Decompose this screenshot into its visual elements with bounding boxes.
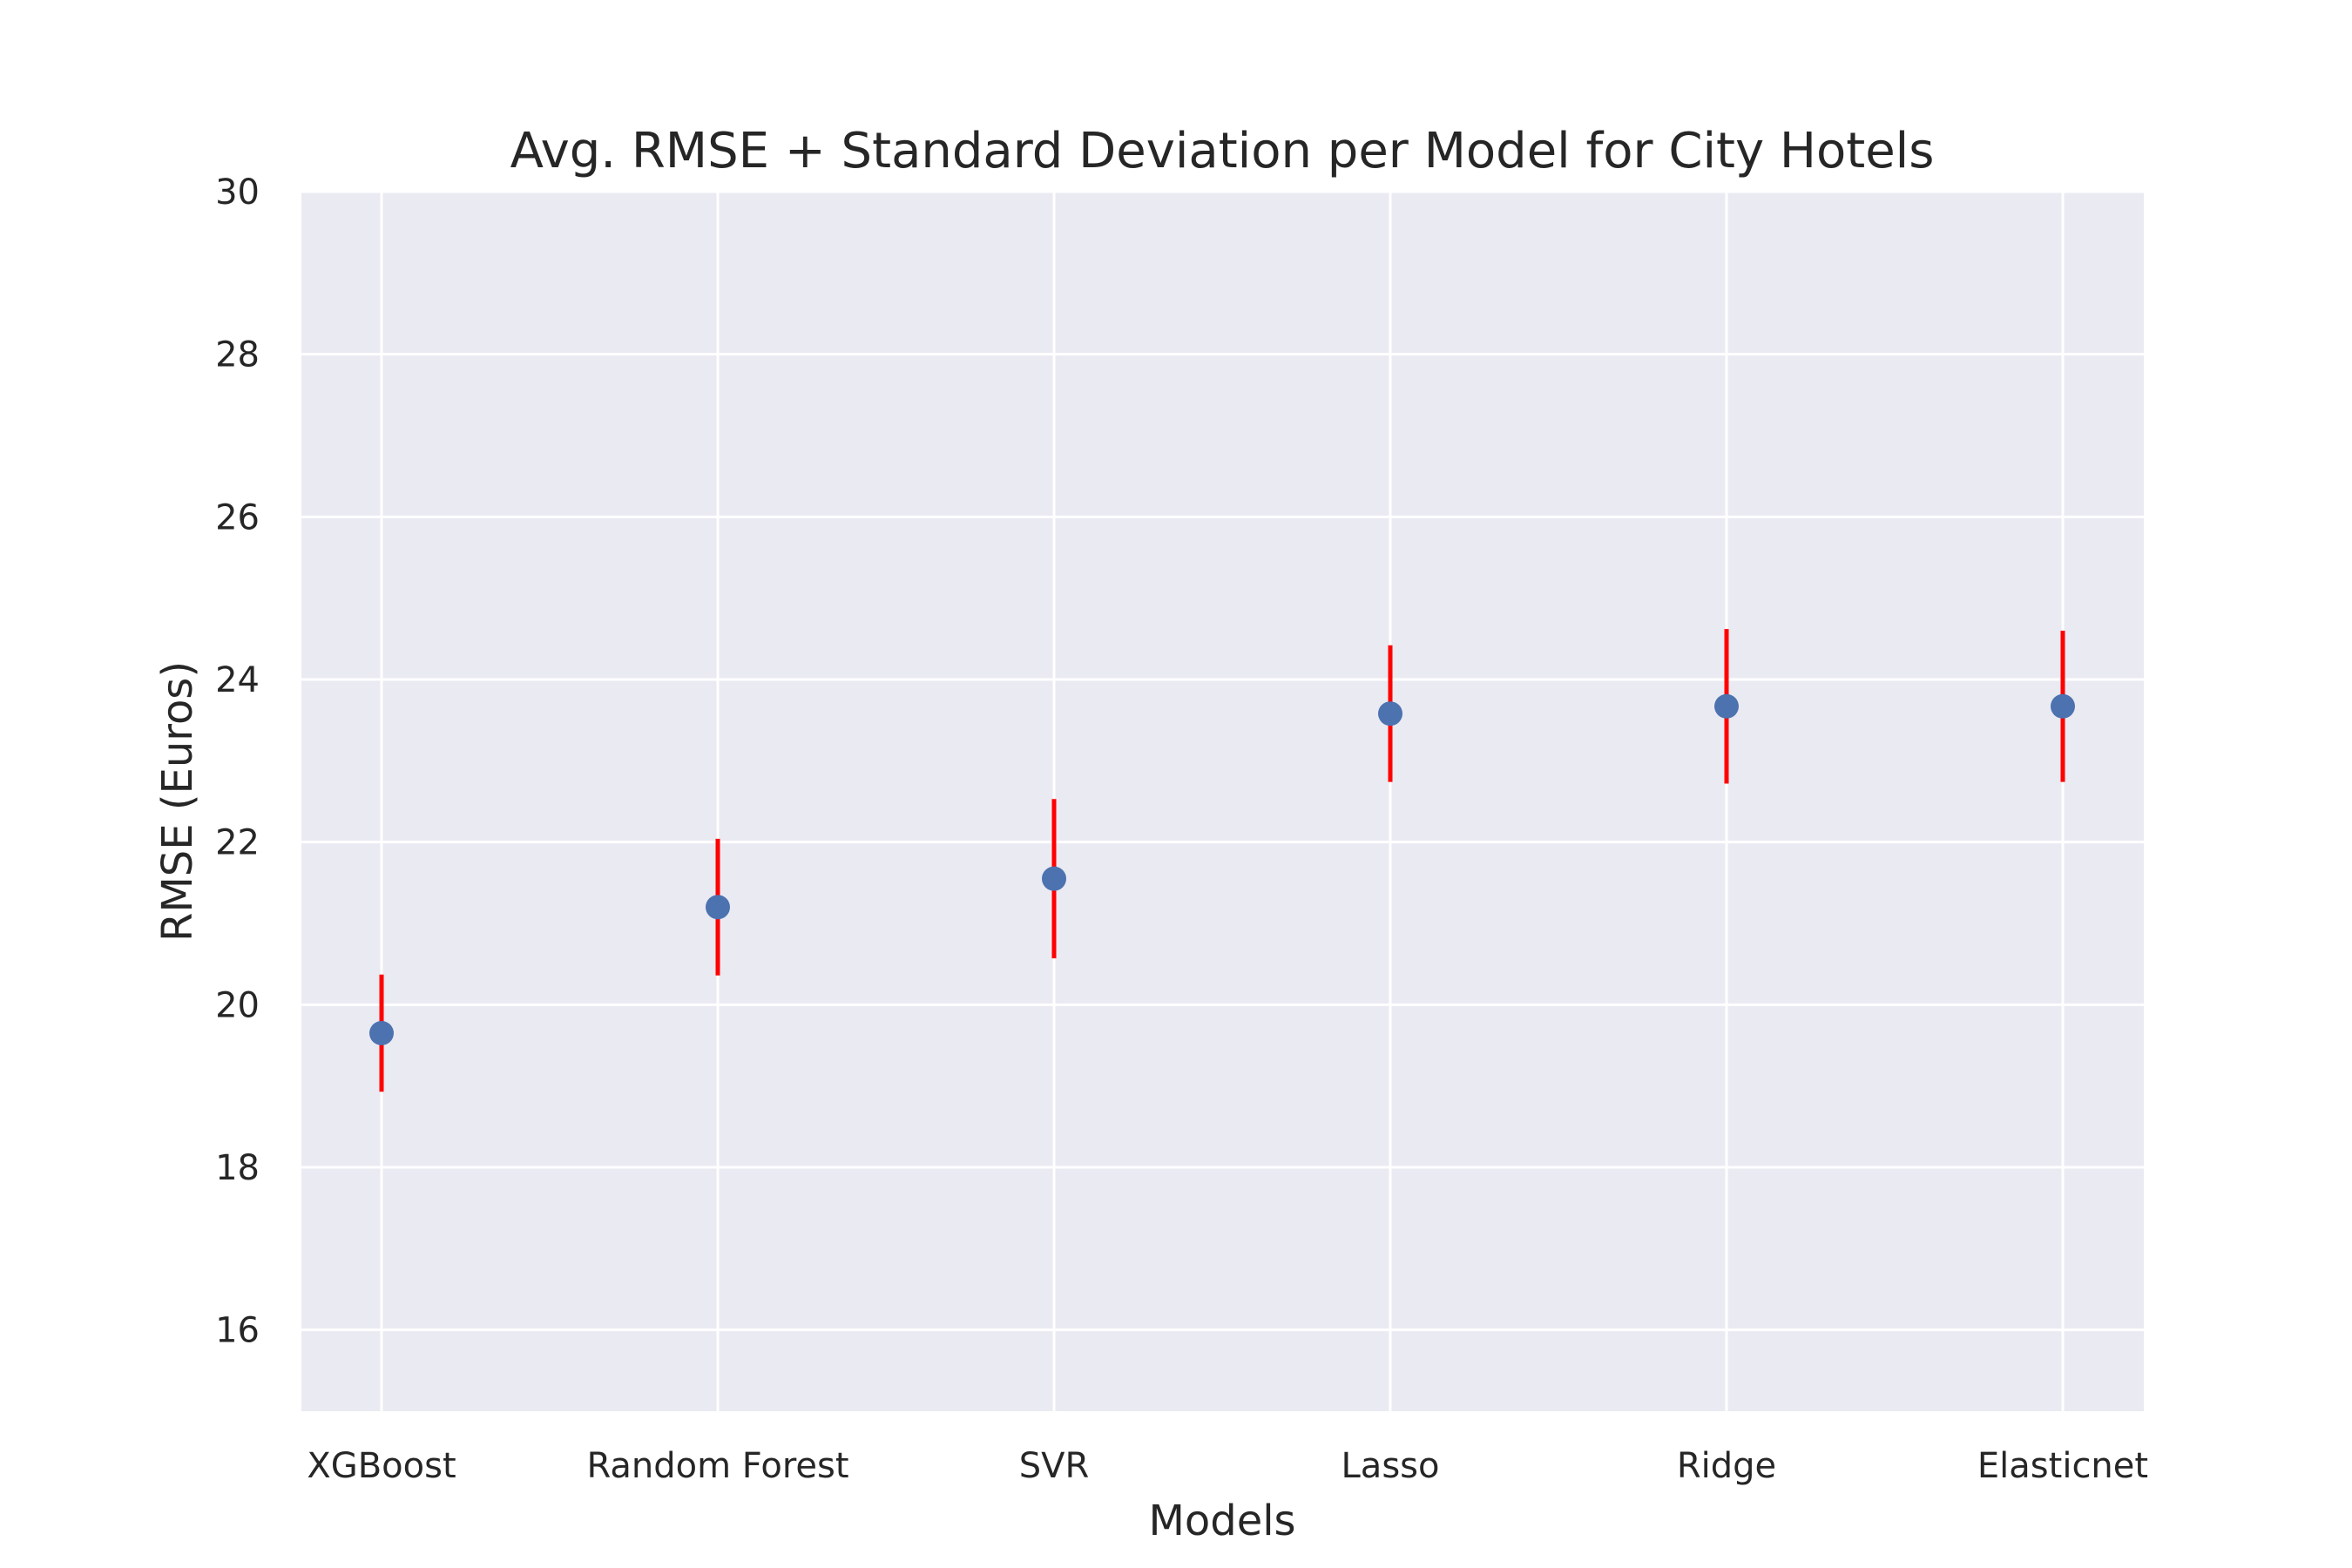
x-tick-label: Random Forest	[586, 1446, 848, 1486]
y-tick-label: 16	[215, 1311, 260, 1351]
x-axis-label: Models	[1148, 1497, 1295, 1545]
x-tick-labels: XGBoost Random Forest SVR Lasso Ridge Elastic…	[307, 1446, 2148, 1486]
y-tick-label: 24	[215, 660, 260, 700]
y-tick-label: 20	[215, 985, 260, 1025]
x-tick-label: Lasso	[1342, 1446, 1440, 1486]
y-tick-label: 28	[215, 335, 260, 375]
y-axis-label: RMSE (Euros)	[153, 661, 202, 942]
data-point	[1042, 866, 1066, 891]
plot-area	[301, 192, 2144, 1411]
data-point	[706, 895, 730, 920]
y-tick-label: 30	[215, 172, 260, 213]
y-tick-labels: 16 18 20 22 24 26 28 30	[215, 172, 260, 1351]
data-points	[369, 693, 2075, 1045]
y-tick-label: 26	[215, 497, 260, 537]
data-point	[369, 1021, 394, 1045]
y-tick-label: 18	[215, 1148, 260, 1188]
data-point	[1378, 701, 1402, 727]
x-tick-label: Ridge	[1677, 1446, 1776, 1486]
data-point	[2051, 693, 2075, 719]
x-tick-label: XGBoost	[307, 1446, 456, 1486]
data-point	[1714, 693, 1739, 719]
x-tick-label: Elasticnet	[1977, 1446, 2148, 1486]
y-grid	[301, 190, 2144, 1332]
x-grid	[380, 192, 2065, 1411]
y-tick-label: 22	[215, 823, 260, 863]
x-tick-label: SVR	[1019, 1446, 1090, 1486]
chart-title: Avg. RMSE + Standard Deviation per Model…	[510, 123, 1935, 179]
